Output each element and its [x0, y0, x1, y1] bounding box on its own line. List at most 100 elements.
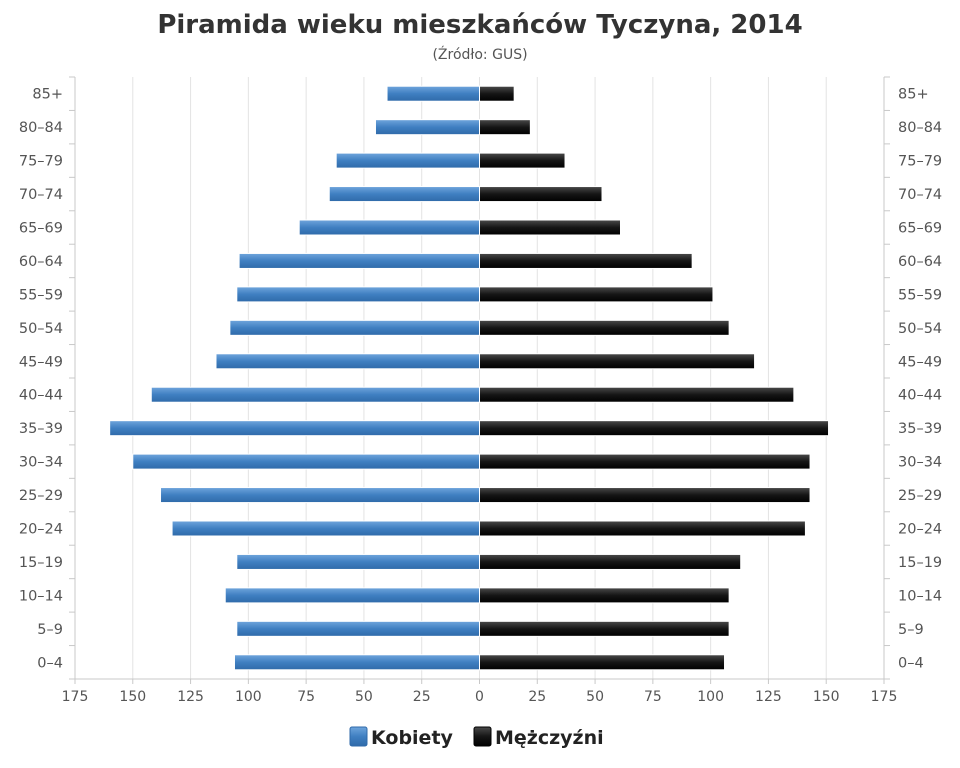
category-label-left: 35–39: [19, 421, 63, 437]
category-label-left: 20–24: [19, 522, 63, 538]
legend-swatch-mezczyzni: [473, 726, 492, 747]
category-label-right: 40–44: [898, 388, 942, 404]
bar-mezczyzni[interactable]: [479, 286, 714, 303]
category-label-left: 60–64: [19, 254, 63, 270]
x-tick-label: 125: [755, 689, 782, 705]
x-tick-label: 175: [62, 689, 89, 705]
category-label-right: 85+: [898, 87, 929, 103]
category-label-left: 30–34: [19, 455, 63, 471]
category-label-left: 50–54: [19, 321, 63, 337]
x-tick-label: 150: [119, 689, 146, 705]
bar-kobiety[interactable]: [386, 85, 480, 102]
category-label-right: 10–14: [898, 588, 942, 604]
x-tick-label: 25: [413, 689, 431, 705]
category-label-left: 15–19: [19, 555, 63, 571]
bar-mezczyzni[interactable]: [479, 252, 693, 269]
bar-mezczyzni[interactable]: [479, 219, 621, 236]
category-label-left: 55–59: [19, 287, 63, 303]
bar-mezczyzni[interactable]: [479, 119, 531, 136]
grid-lines: [74, 77, 885, 679]
category-label-right: 15–19: [898, 555, 942, 571]
category-label-right: 60–64: [898, 254, 942, 270]
bar-mezczyzni[interactable]: [479, 553, 742, 570]
bar-mezczyzni[interactable]: [479, 587, 730, 604]
x-tick-label: 125: [177, 689, 204, 705]
bar-kobiety[interactable]: [298, 219, 480, 236]
bar-mezczyzni[interactable]: [479, 654, 726, 671]
category-labels-right: 0–4 5–9 10–14 15–19 20–24 25–29 30–34 35–39 40–4…: [898, 87, 942, 672]
x-tick-label: 75: [297, 689, 315, 705]
bar-kobiety[interactable]: [109, 420, 481, 437]
bar-kobiety[interactable]: [328, 186, 480, 203]
category-label-right: 75–79: [898, 154, 942, 170]
bar-kobiety[interactable]: [171, 520, 481, 537]
legend-label-mezczyzni: Mężczyźni: [495, 727, 604, 749]
bar-mezczyzni[interactable]: [479, 420, 830, 437]
bar-mezczyzni[interactable]: [479, 186, 603, 203]
bar-mezczyzni[interactable]: [479, 520, 806, 537]
x-tick-label: 25: [528, 689, 546, 705]
bar-mezczyzni[interactable]: [479, 85, 515, 102]
category-label-right: 80–84: [898, 120, 942, 136]
category-label-right: 0–4: [898, 655, 924, 671]
category-label-left: 45–49: [19, 354, 63, 370]
category-label-right: 70–74: [898, 187, 942, 203]
category-label-right: 50–54: [898, 321, 942, 337]
category-label-left: 65–69: [19, 221, 63, 237]
x-tick-label: 75: [644, 689, 662, 705]
bar-kobiety[interactable]: [238, 252, 480, 269]
category-label-left: 80–84: [19, 120, 63, 136]
bar-kobiety[interactable]: [236, 553, 480, 570]
bar-mezczyzni[interactable]: [479, 620, 730, 637]
x-tick-labels: 175 150 125 100 75 50 25 0 25 50 75 100 125 150 175: [62, 689, 898, 705]
bar-kobiety[interactable]: [215, 353, 481, 370]
bar-kobiety[interactable]: [236, 286, 480, 303]
category-label-right: 25–29: [898, 488, 942, 504]
x-tick-label: 50: [586, 689, 604, 705]
legend-label-kobiety: Kobiety: [371, 727, 454, 749]
category-label-right: 45–49: [898, 354, 942, 370]
category-label-left: 0–4: [37, 655, 63, 671]
category-label-right: 30–34: [898, 455, 942, 471]
x-tick-label: 100: [235, 689, 262, 705]
bar-kobiety[interactable]: [229, 319, 480, 336]
legend-item-mezczyzni[interactable]: Mężczyźni: [473, 726, 604, 749]
category-label-left: 85+: [32, 87, 63, 103]
bar-kobiety[interactable]: [335, 152, 481, 169]
axes: [69, 76, 890, 684]
bar-mezczyzni[interactable]: [479, 353, 756, 370]
chart-subtitle: (Źródło: GUS): [432, 45, 527, 63]
x-tick-label: 175: [871, 689, 898, 705]
x-tick-label: 50: [355, 689, 373, 705]
category-label-left: 5–9: [37, 622, 63, 638]
bar-kobiety[interactable]: [224, 587, 480, 604]
category-label-right: 35–39: [898, 421, 942, 437]
category-label-right: 5–9: [898, 622, 924, 638]
bar-kobiety[interactable]: [160, 487, 480, 504]
legend-swatch-kobiety: [349, 726, 368, 747]
bar-kobiety[interactable]: [374, 119, 480, 136]
x-tick-label: 0: [475, 689, 484, 705]
bars: [109, 85, 830, 671]
bar-kobiety[interactable]: [236, 620, 480, 637]
category-labels-left: 0–4 5–9 10–14 15–19 20–24 25–29 30–34 35–39 40–4…: [19, 87, 63, 672]
bar-kobiety[interactable]: [132, 453, 481, 470]
category-label-left: 75–79: [19, 154, 63, 170]
bar-kobiety[interactable]: [150, 386, 481, 403]
bar-mezczyzni[interactable]: [479, 152, 566, 169]
bar-kobiety[interactable]: [233, 654, 480, 671]
x-tick-label: 100: [697, 689, 724, 705]
category-label-right: 20–24: [898, 522, 942, 538]
chart-title: Piramida wieku mieszkańców Tyczyna, 2014: [157, 10, 802, 40]
legend: Kobiety Mężczyźni: [349, 726, 604, 749]
bar-mezczyzni[interactable]: [479, 453, 811, 470]
legend-item-kobiety[interactable]: Kobiety: [349, 726, 454, 749]
bar-mezczyzni[interactable]: [479, 487, 811, 504]
category-label-right: 65–69: [898, 221, 942, 237]
bar-mezczyzni[interactable]: [479, 319, 730, 336]
bar-mezczyzni[interactable]: [479, 386, 795, 403]
category-label-left: 70–74: [19, 187, 63, 203]
category-label-left: 10–14: [19, 588, 63, 604]
x-tick-label: 150: [813, 689, 840, 705]
